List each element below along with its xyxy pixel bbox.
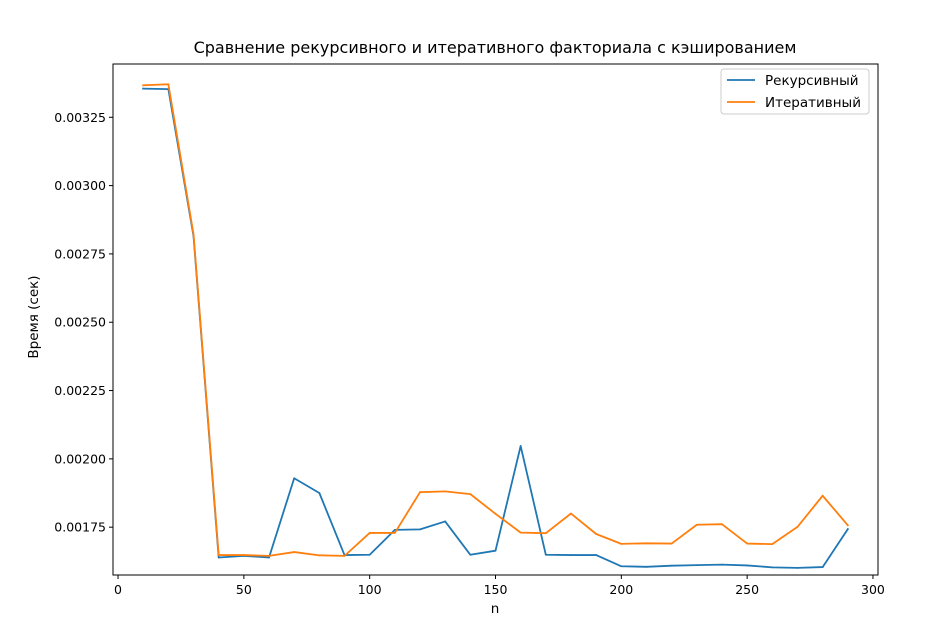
data-point-1-4 — [242, 554, 245, 556]
x-tick-label: 200 — [609, 582, 633, 597]
data-point-0-16 — [544, 553, 547, 556]
legend-label-0: Рекурсивный — [765, 73, 859, 89]
data-point-1-28 — [846, 524, 849, 527]
x-tick-label: 100 — [358, 582, 382, 597]
data-point-1-0 — [142, 84, 145, 87]
data-point-1-16 — [544, 532, 547, 535]
data-point-1-22 — [695, 523, 698, 526]
data-point-0-23 — [721, 563, 723, 566]
data-point-0-27 — [821, 566, 824, 568]
y-axis-title: Время (сек) — [26, 275, 42, 358]
y-tick-label: 0.00200 — [54, 451, 106, 466]
x-axis-title: n — [491, 601, 500, 617]
chart-title: Сравнение рекурсивного и итеративного фа… — [194, 38, 797, 57]
data-point-1-9 — [368, 532, 371, 534]
legend-label-1: Итеративный — [765, 95, 861, 111]
data-point-1-2 — [192, 233, 195, 236]
data-point-0-10 — [393, 529, 396, 531]
legend: Рекурсивный Итеративный — [720, 68, 870, 115]
data-point-0-0 — [142, 87, 145, 90]
data-point-1-24 — [746, 542, 749, 545]
data-point-1-15 — [519, 531, 522, 534]
data-point-1-17 — [570, 512, 572, 515]
data-point-0-13 — [469, 553, 472, 556]
y-tick-label: 0.00275 — [54, 246, 106, 261]
data-point-1-18 — [595, 533, 598, 535]
data-point-0-11 — [419, 528, 421, 531]
data-point-1-8 — [343, 554, 346, 557]
x-tick-label: 250 — [735, 582, 759, 597]
x-tick-label: 0 — [114, 582, 122, 597]
data-point-1-26 — [796, 526, 799, 528]
data-point-1-10 — [393, 532, 396, 534]
data-point-0-5 — [268, 556, 270, 559]
y-tick-label: 0.00175 — [54, 520, 106, 535]
legend-box — [720, 68, 870, 115]
data-point-1-27 — [821, 494, 824, 497]
data-point-1-19 — [620, 542, 623, 545]
data-point-1-11 — [419, 491, 421, 494]
data-point-0-26 — [796, 567, 799, 569]
data-point-1-1 — [167, 83, 170, 86]
x-tick-label: 150 — [484, 582, 508, 597]
data-point-1-23 — [721, 523, 723, 526]
x-tick-label: 300 — [861, 582, 885, 597]
data-point-0-15 — [519, 445, 522, 447]
data-point-1-21 — [670, 542, 673, 545]
data-point-0-25 — [771, 566, 774, 569]
data-point-0-22 — [695, 564, 698, 567]
data-point-0-12 — [444, 520, 447, 523]
data-point-0-24 — [746, 564, 749, 567]
data-point-0-3 — [217, 556, 220, 559]
y-axis: 0.00175 0.00200 0.00225 0.00250 0.00275 0.003… — [54, 110, 113, 535]
data-point-1-20 — [645, 542, 648, 545]
series-layer — [142, 83, 850, 569]
y-tick-label: 0.00325 — [54, 110, 106, 125]
y-tick-label: 0.00225 — [54, 383, 106, 398]
x-axis: 0 50 100 150 200 250 300 — [114, 575, 885, 597]
data-point-1-7 — [318, 554, 321, 557]
data-point-0-9 — [368, 553, 371, 556]
data-point-0-20 — [645, 565, 648, 568]
data-point-0-28 — [846, 528, 849, 530]
data-point-0-14 — [494, 549, 497, 552]
data-point-0-21 — [670, 564, 673, 567]
data-point-0-6 — [293, 477, 296, 480]
data-point-1-5 — [268, 554, 270, 557]
data-point-1-13 — [469, 493, 472, 496]
y-tick-label: 0.00250 — [54, 315, 106, 330]
data-point-0-17 — [570, 554, 572, 556]
plot-frame — [112, 63, 879, 576]
data-point-1-25 — [771, 543, 774, 546]
data-point-0-7 — [318, 492, 321, 494]
data-point-1-3 — [217, 554, 220, 556]
x-tick-label: 50 — [236, 582, 252, 597]
data-point-1-12 — [444, 490, 447, 493]
data-point-0-19 — [620, 565, 623, 568]
data-point-1-6 — [293, 551, 296, 553]
data-point-0-18 — [595, 554, 598, 556]
data-point-1-14 — [494, 512, 497, 515]
y-tick-label: 0.00300 — [54, 178, 106, 193]
